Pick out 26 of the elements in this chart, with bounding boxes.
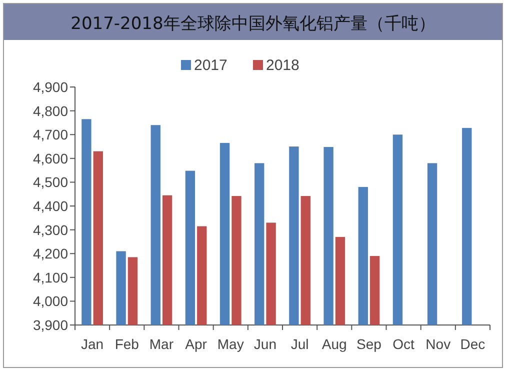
y-tick-label: 4,900 — [32, 79, 68, 95]
legend-label: 2018 — [266, 57, 300, 74]
y-tick-label: 4,500 — [32, 174, 68, 190]
y-tick-label: 4,100 — [32, 269, 68, 286]
y-tick-label: 4,300 — [32, 222, 68, 238]
y-tick-label: 4,000 — [32, 293, 68, 310]
x-tick-label: Dec — [460, 336, 486, 352]
x-tick-label: Aug — [322, 336, 347, 352]
y-tick-label: 4,400 — [32, 198, 68, 214]
x-tick-label: Jan — [81, 336, 104, 352]
x-tick-label: Nov — [426, 336, 451, 352]
x-tick-label: Sep — [356, 336, 382, 352]
x-tick-label: Mar — [149, 336, 174, 352]
x-tick-label: Feb — [114, 336, 140, 352]
x-tick-label: May — [217, 336, 244, 352]
y-tick-label: 4,800 — [32, 102, 68, 119]
y-tick-label: 3,900 — [32, 317, 68, 333]
x-tick-label: Jul — [290, 336, 309, 352]
legend-label: 2017 — [194, 57, 228, 74]
y-tick-label: 4,700 — [32, 126, 68, 143]
x-tick-label: Oct — [392, 336, 415, 352]
chart-title: 2017-2018年全球除中国外氧化铝产量（千吨） — [70, 14, 436, 34]
y-tick-label: 4,200 — [32, 246, 68, 262]
x-tick-label: Apr — [185, 336, 208, 352]
y-tick-label: 4,600 — [32, 150, 68, 166]
x-tick-label: Jun — [254, 336, 276, 352]
